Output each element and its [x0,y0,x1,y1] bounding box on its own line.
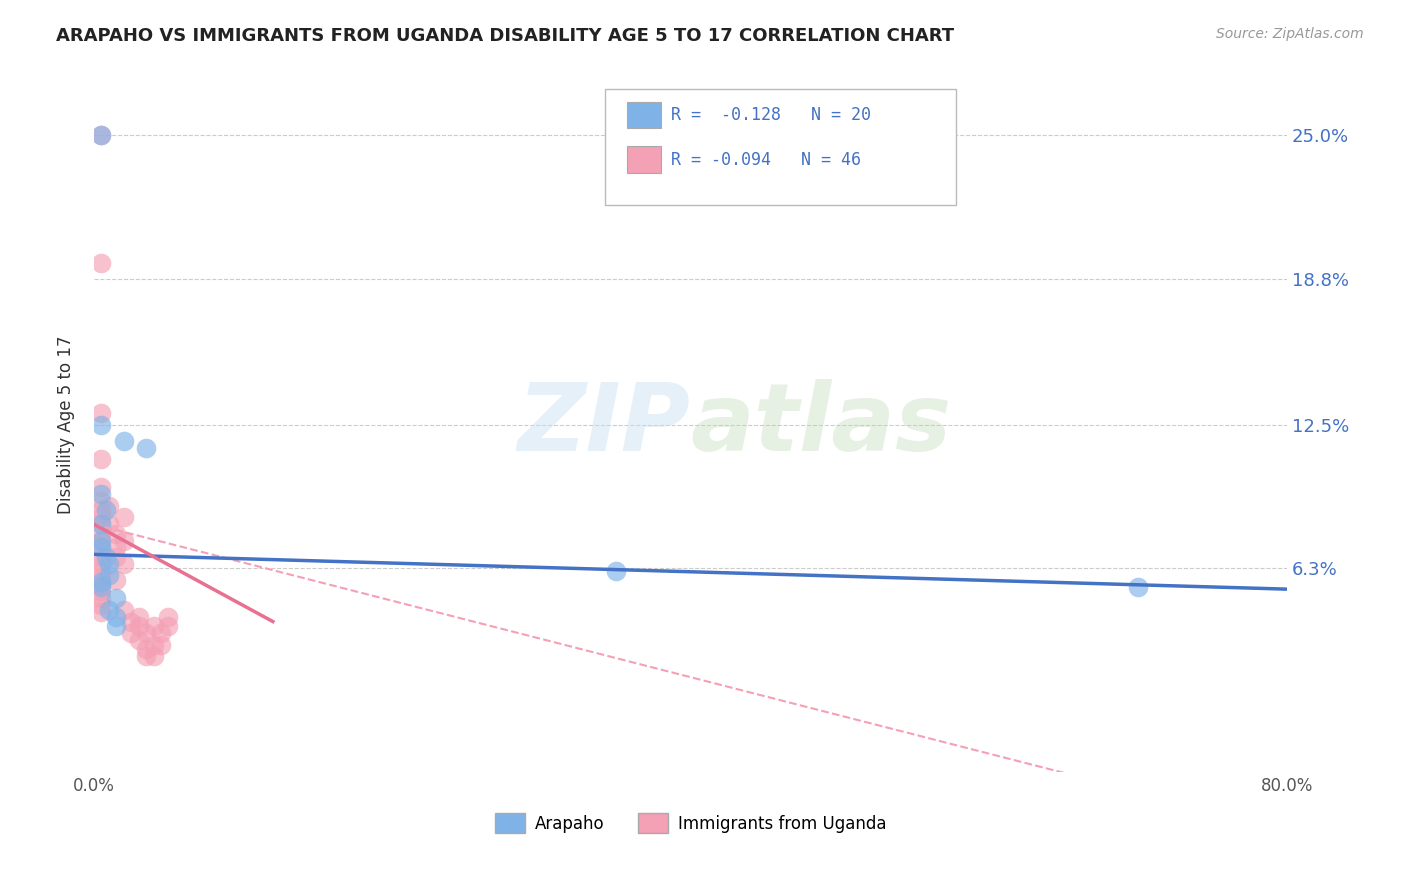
Point [90,517,112,532]
Point [97,603,120,617]
Point [128,610,150,624]
Point [90,541,112,555]
Point [157,610,180,624]
Text: ARAPAHO VS IMMIGRANTS FROM UGANDA DISABILITY AGE 5 TO 17 CORRELATION CHART: ARAPAHO VS IMMIGRANTS FROM UGANDA DISABI… [56,27,955,45]
Point [90,503,112,517]
Point [90,575,112,590]
Point [135,441,157,455]
Point [94,549,117,564]
Point [90,452,112,467]
Point [112,434,135,448]
Point [128,633,150,648]
Point [135,649,157,664]
Text: R =  -0.128   N = 20: R = -0.128 N = 20 [671,106,870,124]
Point [112,533,135,548]
Point [90,480,112,494]
Point [90,541,112,555]
Point [142,638,165,652]
Point [90,584,112,599]
Text: R = -0.094   N = 46: R = -0.094 N = 46 [671,151,860,169]
Point [90,494,112,508]
Point [97,517,120,532]
Point [135,626,157,640]
Point [105,610,128,624]
Point [90,406,112,420]
Y-axis label: Disability Age 5 to 17: Disability Age 5 to 17 [58,335,75,514]
Legend: Arapaho, Immigrants from Uganda: Arapaho, Immigrants from Uganda [495,813,886,833]
Point [90,128,112,143]
Point [94,503,117,517]
Point [97,499,120,513]
Point [90,599,112,613]
Point [105,549,128,564]
Point [105,526,128,541]
Point [150,638,173,652]
Point [605,564,627,578]
Point [1126,580,1149,594]
Point [105,619,128,633]
Point [157,619,180,633]
Point [150,626,173,640]
Point [90,605,112,619]
Point [90,591,112,606]
Point [105,541,128,555]
Point [90,526,112,541]
Point [112,603,135,617]
Point [90,564,112,578]
Point [90,487,112,501]
Point [135,642,157,657]
Point [112,510,135,524]
Point [90,417,112,432]
Text: atlas: atlas [690,379,952,471]
Point [112,557,135,571]
Point [120,626,142,640]
Point [90,549,112,564]
Point [90,580,112,594]
Point [120,615,142,629]
Point [90,577,112,591]
Point [97,568,120,582]
Point [105,591,128,606]
Point [142,649,165,664]
Point [90,128,112,143]
Point [105,573,128,587]
Point [90,517,112,532]
Point [90,533,112,548]
Point [90,557,112,571]
Point [90,570,112,584]
Point [128,619,150,633]
Point [90,255,112,269]
Text: ZIP: ZIP [517,379,690,471]
Point [90,510,112,524]
Text: Source: ZipAtlas.com: Source: ZipAtlas.com [1216,27,1364,41]
Point [90,533,112,548]
Point [142,619,165,633]
Point [97,557,120,571]
